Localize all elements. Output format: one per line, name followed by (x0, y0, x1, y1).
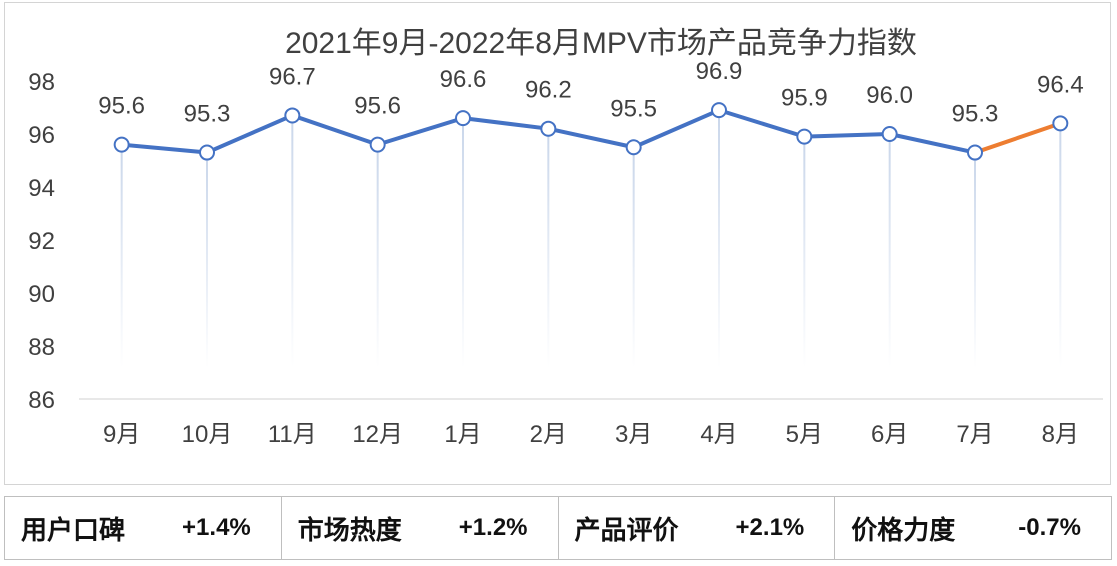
data-label: 95.5 (610, 95, 657, 122)
x-tick-label: 5月 (786, 421, 823, 448)
drop-line (206, 152, 208, 368)
drop-line (462, 118, 464, 368)
drop-line (120, 144, 123, 368)
y-tick-label: 92 (28, 228, 55, 255)
y-tick-label: 94 (28, 175, 55, 202)
data-label: 95.6 (98, 93, 145, 120)
series-line-segment (802, 132, 892, 139)
x-tick-label: 4月 (700, 421, 737, 448)
metrics-bar: 用户口碑 +1.4% 市场热度 +1.2% 产品评价 +2.1% 价格力度 -0… (4, 496, 1112, 560)
data-label: 96.0 (866, 82, 913, 109)
y-tick-label: 88 (28, 334, 55, 361)
drop-line (718, 110, 720, 369)
data-point (540, 120, 557, 137)
x-tick-label: 7月 (956, 421, 993, 448)
y-tick-label: 98 (28, 69, 55, 96)
series-line-segment (119, 142, 209, 155)
x-tick-label: 11月 (268, 421, 317, 448)
x-tick-label: 3月 (615, 421, 652, 448)
data-label: 96.7 (269, 63, 316, 90)
x-tick-label: 9月 (103, 421, 140, 448)
series-line-segment (290, 113, 380, 147)
data-label: 96.4 (1037, 71, 1084, 98)
data-point (199, 144, 215, 161)
x-tick-label: 2月 (530, 421, 567, 448)
data-point (625, 139, 642, 156)
series-line-segment (887, 132, 977, 155)
data-point (455, 110, 471, 127)
data-point (967, 144, 983, 161)
metric-label: 用户口碑 (21, 514, 126, 545)
drop-line (291, 115, 294, 368)
drop-line (632, 147, 635, 368)
metric-value: +1.4% (182, 514, 251, 541)
series-line-segment (546, 126, 636, 150)
y-tick-label: 96 (28, 122, 55, 149)
data-label: 95.6 (354, 93, 401, 120)
series-line-segment (375, 116, 465, 147)
x-tick-label: 10月 (182, 421, 233, 448)
drop-line (1059, 123, 1062, 369)
drop-line (888, 134, 891, 368)
metric-label: 产品评价 (574, 514, 679, 545)
series-line-segment (973, 121, 1063, 155)
x-tick-label: 12月 (352, 421, 403, 448)
line-chart: 2021年9月-2022年8月MPV市场产品竞争力指数 98 96 94 92 90 88… (28, 27, 1103, 448)
data-point (796, 128, 813, 145)
metric-product-rating: 产品评价 +2.1% (559, 497, 836, 559)
data-label: 96.2 (525, 77, 572, 104)
x-tick-label: 8月 (1042, 421, 1079, 448)
data-point (711, 102, 727, 119)
drop-line (803, 136, 806, 368)
metric-value: +2.1% (735, 514, 805, 541)
data-label: 95.9 (781, 85, 828, 112)
drop-line (376, 144, 379, 368)
series-line-segment (461, 116, 551, 131)
data-point (369, 136, 386, 153)
data-label: 96.9 (696, 58, 743, 85)
y-tick-label: 90 (28, 281, 55, 308)
data-point (1052, 115, 1069, 132)
data-point (284, 107, 301, 124)
metric-label: 价格力度 (851, 514, 956, 545)
metric-value: +1.2% (458, 514, 528, 541)
x-tick-label: 6月 (871, 421, 908, 448)
metric-value: -0.7% (1018, 514, 1081, 541)
data-point (113, 136, 130, 153)
series-line-segment (717, 108, 807, 139)
y-tick-label: 86 (28, 387, 55, 414)
series-line-segment (631, 108, 721, 150)
chart-title: 2021年9月-2022年8月MPV市场产品竞争力指数 (285, 27, 917, 60)
data-label: 96.6 (440, 66, 487, 93)
drop-line (547, 128, 550, 368)
metric-market-heat: 市场热度 +1.2% (282, 497, 559, 559)
data-label: 95.3 (952, 101, 999, 128)
data-point (881, 126, 898, 142)
drop-line (974, 152, 976, 368)
metric-price-strength: 价格力度 -0.7% (835, 497, 1111, 559)
x-tick-label: 1月 (444, 421, 481, 448)
metric-label: 市场热度 (297, 514, 402, 545)
series-line-segment (205, 113, 295, 155)
chart-frame: 2021年9月-2022年8月MPV市场产品竞争力指数 98 96 94 92 90 88… (4, 2, 1111, 485)
metric-user-reputation: 用户口碑 +1.4% (5, 497, 282, 559)
data-label: 95.3 (184, 101, 231, 128)
